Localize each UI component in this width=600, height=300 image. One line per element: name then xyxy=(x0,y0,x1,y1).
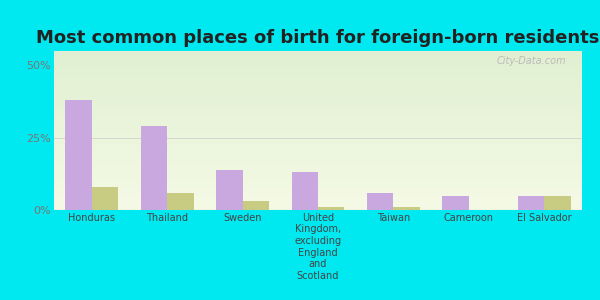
Bar xyxy=(544,196,571,210)
Title: Most common places of birth for foreign-born residents: Most common places of birth for foreign-… xyxy=(37,29,599,47)
Bar xyxy=(292,172,318,210)
Bar xyxy=(141,126,167,210)
Text: City-Data.com: City-Data.com xyxy=(497,56,566,66)
Bar xyxy=(367,193,394,210)
Bar xyxy=(518,196,544,210)
Bar xyxy=(442,196,469,210)
Bar xyxy=(167,193,194,210)
Bar xyxy=(394,207,420,210)
Bar xyxy=(216,169,242,210)
Bar xyxy=(242,201,269,210)
Bar xyxy=(318,207,344,210)
Bar xyxy=(65,100,92,210)
Bar xyxy=(92,187,118,210)
